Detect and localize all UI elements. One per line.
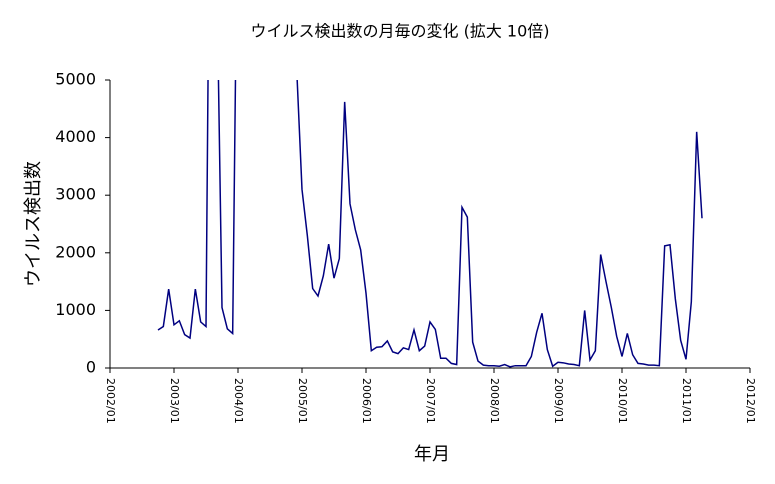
y-axis-label: ウイルス検出数 xyxy=(23,161,44,287)
x-tick-label: 2006/01 xyxy=(360,378,373,424)
x-tick-label: 2008/01 xyxy=(488,378,501,424)
y-tick-label: 4000 xyxy=(55,127,96,146)
x-tick-label: 2012/01 xyxy=(744,378,757,424)
x-axis-label: 年月 xyxy=(414,444,450,465)
x-tick-label: 2003/01 xyxy=(168,378,181,424)
y-tick-label: 5000 xyxy=(55,70,96,89)
x-tick-label: 2005/01 xyxy=(296,378,309,424)
y-tick-label: 2000 xyxy=(55,242,96,261)
x-tick-label: 2009/01 xyxy=(552,378,565,424)
x-tick-label: 2002/01 xyxy=(104,378,117,424)
y-tick-label: 0 xyxy=(86,358,96,377)
x-tick-label: 2011/01 xyxy=(680,378,693,424)
y-tick-label: 3000 xyxy=(55,185,96,204)
y-tick-label: 1000 xyxy=(55,300,96,319)
x-tick-label: 2007/01 xyxy=(424,378,437,424)
x-tick-label: 2004/01 xyxy=(232,378,245,424)
chart-title: ウイルス検出数の月毎の変化 (拡大 10倍) xyxy=(250,22,549,41)
data-line xyxy=(157,80,703,368)
x-tick-label: 2010/01 xyxy=(616,378,629,424)
